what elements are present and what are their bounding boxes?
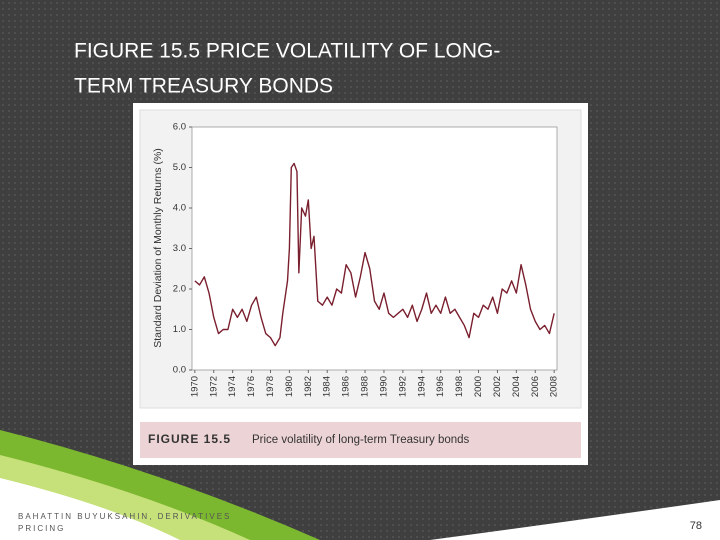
x-tick-label: 1978 [265, 376, 276, 397]
y-tick-label: 0.0 [173, 365, 186, 376]
x-tick-label: 2006 [530, 376, 541, 397]
x-tick-label: 1974 [227, 376, 238, 397]
page-number: 78 [690, 520, 702, 532]
footer-text: BAHATTIN BUYUKSAHIN, DERIVATIVES [18, 512, 231, 521]
y-tick-label: 6.0 [173, 122, 186, 133]
plot-area [191, 126, 558, 371]
footer-text: PRICING [18, 524, 65, 533]
caption: Price volatility of long-term Treasury b… [252, 434, 470, 446]
x-tick-label: 2000 [473, 376, 484, 397]
x-tick-label: 1976 [246, 376, 257, 397]
x-tick-label: 1998 [454, 376, 465, 397]
y-tick-label: 1.0 [173, 324, 186, 335]
y-tick-label: 2.0 [173, 284, 186, 295]
y-tick-label: 5.0 [173, 162, 186, 173]
x-tick-label: 1970 [189, 376, 200, 397]
x-tick-label: 2004 [511, 376, 522, 397]
x-tick-label: 1982 [303, 376, 314, 397]
y-axis-label: Standard Deviation of Monthly Returns (%… [152, 148, 164, 348]
x-tick-label: 2002 [492, 376, 503, 397]
x-tick-label: 1988 [360, 376, 371, 397]
slide-title: TERM TREASURY BONDS [74, 75, 333, 98]
footer-band [0, 478, 180, 540]
x-tick-label: 1996 [435, 376, 446, 397]
x-tick-label: 2008 [549, 376, 560, 397]
x-tick-label: 1972 [208, 376, 219, 397]
data-line [194, 162, 555, 347]
slide-title: FIGURE 15.5 PRICE VOLATILITY OF LONG- [74, 40, 500, 63]
x-tick-label: 1990 [378, 376, 389, 397]
x-tick-label: 1986 [341, 376, 352, 397]
y-tick-label: 4.0 [173, 203, 186, 214]
caption-label: FIGURE 15.5 [148, 432, 231, 446]
y-tick-label: 3.0 [173, 243, 186, 254]
caption-band [140, 422, 581, 458]
footer-band [430, 500, 720, 540]
x-tick-label: 1984 [322, 376, 333, 397]
x-tick-label: 1994 [416, 376, 427, 397]
x-tick-label: 1992 [397, 376, 408, 397]
x-tick-label: 1980 [284, 376, 295, 397]
